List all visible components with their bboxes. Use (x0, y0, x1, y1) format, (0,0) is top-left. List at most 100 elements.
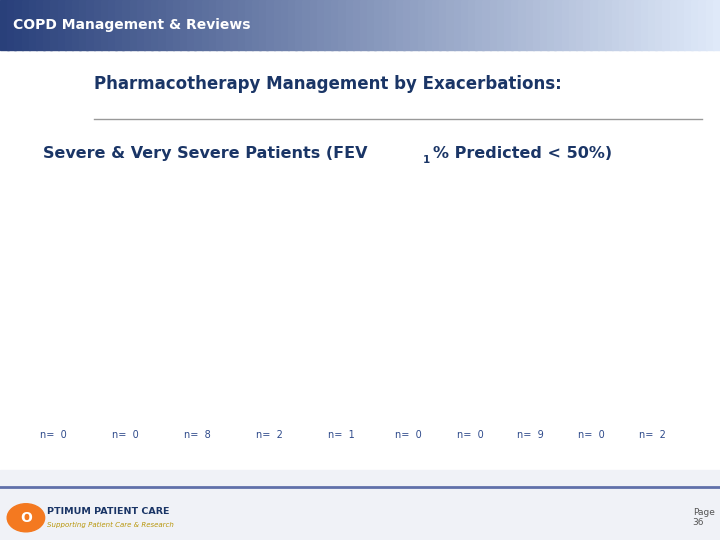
Text: n=  0: n= 0 (40, 430, 66, 440)
Bar (101, 0, 109, 50)
Bar (50, 0, 59, 50)
Text: n=  9: n= 9 (517, 430, 544, 440)
Bar (533, 0, 541, 50)
Bar (684, 0, 693, 50)
Bar (641, 0, 649, 50)
Text: n=  1: n= 1 (328, 430, 354, 440)
Bar (367, 0, 376, 50)
Bar (0, 470, 720, 540)
Bar (238, 0, 246, 50)
Bar (432, 0, 441, 50)
Bar (79, 0, 88, 50)
Bar (662, 0, 671, 50)
Bar (202, 0, 210, 50)
Bar (655, 0, 664, 50)
Bar (43, 0, 52, 50)
Text: Supporting Patient Care & Research: Supporting Patient Care & Research (47, 522, 174, 528)
Bar (274, 0, 282, 50)
Bar (0, 50, 720, 470)
Bar (86, 0, 95, 50)
Bar (446, 0, 455, 50)
Text: n=  0: n= 0 (395, 430, 421, 440)
Bar (310, 0, 318, 50)
Text: n=  0: n= 0 (578, 430, 605, 440)
Bar (72, 0, 81, 50)
Bar (130, 0, 138, 50)
Bar (14, 0, 23, 50)
Bar (288, 0, 297, 50)
Bar (713, 0, 720, 50)
Bar (216, 0, 225, 50)
Text: n=  0: n= 0 (112, 430, 138, 440)
Bar (526, 0, 534, 50)
Bar (670, 0, 678, 50)
Bar (583, 0, 592, 50)
Bar (158, 0, 167, 50)
Bar (475, 0, 484, 50)
Text: COPD Management & Reviews: COPD Management & Reviews (13, 18, 251, 32)
Text: % Predicted < 50%): % Predicted < 50%) (433, 146, 613, 161)
Bar (619, 0, 628, 50)
Text: n=  0: n= 0 (457, 430, 484, 440)
Bar (439, 0, 448, 50)
Text: PTIMUM PATIENT CARE: PTIMUM PATIENT CARE (47, 507, 169, 516)
Bar (547, 0, 556, 50)
Bar (360, 0, 369, 50)
Bar (403, 0, 412, 50)
Bar (612, 0, 621, 50)
Bar (497, 0, 505, 50)
Bar (562, 0, 570, 50)
Bar (144, 0, 153, 50)
Bar (454, 0, 462, 50)
Bar (65, 0, 73, 50)
Bar (504, 0, 513, 50)
Bar (108, 0, 117, 50)
Bar (331, 0, 340, 50)
Text: 1: 1 (423, 156, 430, 165)
Bar (166, 0, 174, 50)
Bar (58, 0, 66, 50)
Bar (223, 0, 232, 50)
Bar (29, 0, 37, 50)
Bar (590, 0, 599, 50)
Bar (266, 0, 275, 50)
Bar (425, 0, 433, 50)
Bar (648, 0, 657, 50)
Bar (281, 0, 289, 50)
Bar (346, 0, 354, 50)
Bar (259, 0, 268, 50)
Bar (382, 0, 390, 50)
Bar (468, 0, 477, 50)
Bar (418, 0, 426, 50)
Text: Pharmacotherapy Management by Exacerbations:: Pharmacotherapy Management by Exacerbati… (94, 75, 562, 93)
Bar (605, 0, 613, 50)
Bar (598, 0, 606, 50)
Bar (194, 0, 203, 50)
Bar (180, 0, 189, 50)
Bar (209, 0, 217, 50)
Bar (338, 0, 347, 50)
Bar (540, 0, 549, 50)
Bar (518, 0, 527, 50)
Bar (374, 0, 383, 50)
Bar (576, 0, 585, 50)
Bar (490, 0, 498, 50)
Bar (36, 0, 45, 50)
Bar (554, 0, 563, 50)
Bar (295, 0, 304, 50)
Bar (511, 0, 520, 50)
Bar (396, 0, 405, 50)
Bar (410, 0, 419, 50)
Bar (252, 0, 261, 50)
Bar (187, 0, 196, 50)
Bar (230, 0, 239, 50)
Bar (317, 0, 325, 50)
Bar (569, 0, 577, 50)
Bar (115, 0, 124, 50)
Bar (353, 0, 361, 50)
Bar (698, 0, 707, 50)
Bar (626, 0, 635, 50)
Bar (677, 0, 685, 50)
Bar (302, 0, 311, 50)
Bar (482, 0, 491, 50)
